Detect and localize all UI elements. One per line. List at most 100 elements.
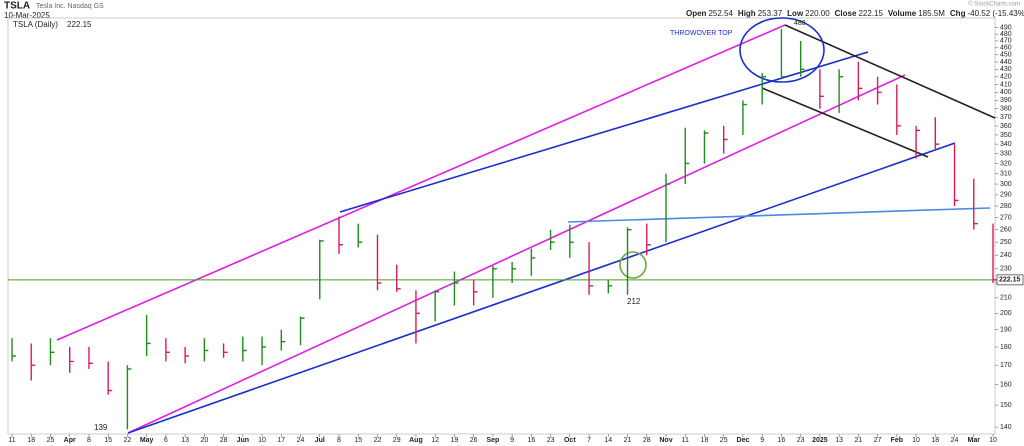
quote-value: 253.37 (758, 9, 783, 18)
watermark: © StockCharts.com (968, 1, 1020, 8)
quote-value: 220.00 (805, 9, 830, 18)
x-tick-label: 8 (87, 437, 91, 444)
x-tick-label: 23 (797, 437, 805, 444)
x-tick-label: 24 (297, 437, 305, 444)
quote-label: Chg (950, 9, 966, 18)
x-tick-label: 13 (835, 437, 843, 444)
y-tick-label: 380 (1000, 106, 1012, 113)
x-tick-label: Jun (237, 437, 249, 444)
x-tick-label: 10 (912, 437, 920, 444)
y-tick-label: 270 (1000, 215, 1012, 222)
x-tick-label: 26 (470, 437, 478, 444)
y-tick-label: 170 (1000, 362, 1012, 369)
x-tick-label: 22 (374, 437, 382, 444)
x-tick-label: 21 (854, 437, 862, 444)
y-tick-label: 390 (1000, 97, 1012, 104)
x-tick-label: Feb (891, 437, 903, 444)
x-tick-label: 15 (104, 437, 112, 444)
x-tick-label: Dec (737, 437, 750, 444)
y-tick-label: 290 (1000, 192, 1012, 199)
highlight-ellipse (739, 17, 825, 83)
x-tick-label: 7 (587, 437, 591, 444)
quote-label: High (738, 9, 756, 18)
quote-label: Close (835, 9, 857, 18)
company: Tesla Inc. Nasdaq GS (36, 3, 104, 10)
y-tick-label: 450 (1000, 52, 1012, 59)
y-tick-label: 340 (1000, 141, 1012, 148)
annotation: THROWOVER TOP (670, 30, 733, 37)
x-tick-label: 16 (778, 437, 786, 444)
y-tick-label: 420 (1000, 74, 1012, 81)
x-tick-label: 23 (547, 437, 555, 444)
x-tick-label: Nov (659, 437, 672, 444)
y-tick-label: 280 (1000, 203, 1012, 210)
plot-frame (7, 17, 996, 435)
y-tick-label: 470 (1000, 38, 1012, 45)
y-tick-label: 430 (1000, 66, 1012, 73)
x-tick-label: 18 (27, 437, 35, 444)
x-tick-label: 15 (354, 437, 362, 444)
x-tick-label: 28 (220, 437, 228, 444)
x-tick-label: 25 (720, 437, 728, 444)
x-tick-label: 17 (277, 437, 285, 444)
trendline (56, 24, 786, 341)
x-tick-label: 19 (451, 437, 459, 444)
y-tick-label: 210 (1000, 295, 1012, 302)
quote-label: Low (787, 9, 804, 18)
x-tick-label: Aug (409, 437, 423, 444)
x-tick-label: 11 (8, 437, 15, 444)
trendlines (56, 17, 996, 434)
y-tick-label: 330 (1000, 151, 1012, 158)
x-tick-label: 9 (760, 437, 764, 444)
quote-value: 222.15 (858, 9, 883, 18)
x-tick-label: 18 (701, 437, 709, 444)
x-tick-label: 27 (874, 437, 882, 444)
y-tick-label: 440 (1000, 59, 1012, 66)
y-tick-label: 400 (1000, 89, 1012, 96)
x-tick-label: 13 (181, 437, 189, 444)
y-tick-label: 460 (1000, 45, 1012, 52)
quote-value: 185.5M (918, 9, 945, 18)
y-tick-label: 190 (1000, 327, 1012, 334)
x-tick-label: 11 (682, 437, 689, 444)
y-tick-label: 260 (1000, 227, 1012, 234)
y-tick-label: 240 (1000, 252, 1012, 259)
y-tick-label: 230 (1000, 266, 1012, 273)
y-tick-label: 410 (1000, 81, 1012, 88)
x-tick-label: 2025 (812, 437, 828, 444)
quote-value: 252.54 (708, 9, 733, 18)
x-tick-label: 8 (337, 437, 341, 444)
y-tick-label: 250 (1000, 239, 1012, 246)
x-tick-label: 12 (431, 437, 439, 444)
symbol: TSLA (4, 1, 30, 12)
legend-value: 222.15 (67, 20, 92, 29)
y-tick-label: 370 (1000, 114, 1012, 121)
x-tick-label: Mar (968, 437, 981, 444)
x-tick-label: 16 (527, 437, 535, 444)
x-tick-label: 28 (643, 437, 651, 444)
trendline (784, 24, 996, 119)
x-tick-label: 9 (510, 437, 514, 444)
x-tick-label: 10 (258, 437, 266, 444)
x-tick-label: 22 (124, 437, 132, 444)
trendline (567, 207, 991, 223)
quote-value: -40.52 (-15.43%) (967, 9, 1024, 18)
x-tick-label: 25 (47, 437, 55, 444)
x-tick-label: 24 (951, 437, 959, 444)
x-tick-label: 14 (604, 437, 612, 444)
y-tick-label: 140 (1000, 424, 1012, 431)
x-tick-label: Sep (486, 437, 499, 444)
y-tick-label: 360 (1000, 123, 1012, 130)
y-tick-label: 490 (1000, 24, 1012, 31)
quote-label: Volume (888, 9, 917, 18)
price-label: 222.15 (999, 277, 1021, 284)
trendline (761, 87, 929, 158)
x-tick-label: 20 (200, 437, 208, 444)
x-tick-label: 29 (393, 437, 401, 444)
annotation: 212 (627, 297, 641, 306)
trendline (127, 142, 956, 434)
x-tick-label: Jul (315, 437, 325, 444)
y-tick-label: 320 (1000, 160, 1012, 167)
